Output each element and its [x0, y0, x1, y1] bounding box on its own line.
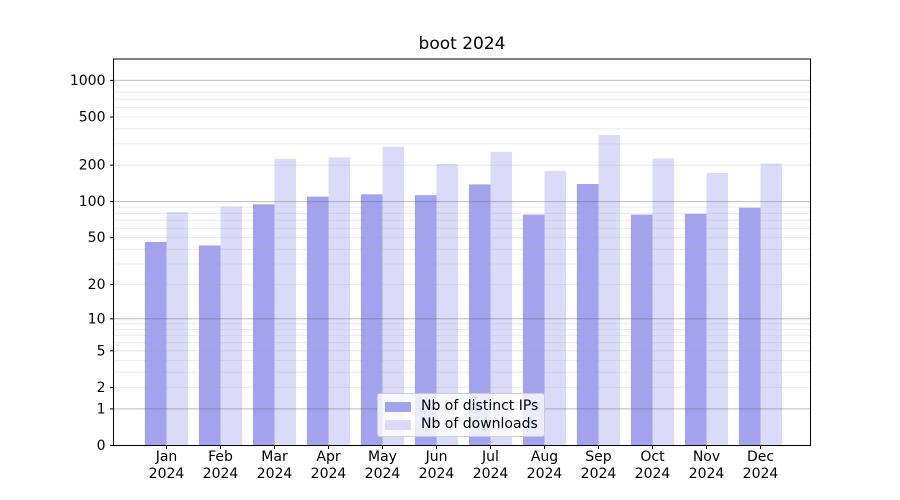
- legend-label-distinct-ips: Nb of distinct IPs: [421, 398, 539, 414]
- x-tick-label-month-jul: Jul: [481, 449, 499, 465]
- bar-distinct-ips-dec: [738, 207, 761, 446]
- x-tick-label-year-dec: 2024: [743, 466, 779, 482]
- bar-downloads-oct: [652, 158, 675, 446]
- legend-item-distinct-ips: Nb of distinct IPs: [385, 398, 539, 414]
- x-tick-label-year-feb: 2024: [203, 466, 239, 482]
- x-tick-label-month-apr: Apr: [316, 449, 340, 465]
- bar-distinct-ips-feb: [198, 245, 221, 446]
- bar-downloads-nov: [706, 172, 729, 446]
- bar-downloads-sep: [598, 135, 621, 446]
- y-tick-label-50: 50: [88, 230, 106, 246]
- x-tick-label-month-dec: Dec: [747, 449, 774, 465]
- x-tick-label-year-sep: 2024: [581, 466, 617, 482]
- y-tick-label-2: 2: [97, 380, 106, 396]
- y-tick-label-20: 20: [88, 277, 106, 293]
- y-tick-label-1000: 1000: [70, 73, 106, 89]
- x-tick-label-month-may: May: [368, 449, 397, 465]
- x-tick-label-month-oct: Oct: [640, 449, 665, 465]
- x-tick-label-month-aug: Aug: [531, 449, 558, 465]
- x-tick-label-month-nov: Nov: [693, 449, 720, 465]
- x-tick-label-year-apr: 2024: [311, 466, 347, 482]
- bar-distinct-ips-jan: [144, 242, 167, 446]
- bar-distinct-ips-jun: [414, 195, 437, 446]
- y-tick-label-10: 10: [88, 311, 106, 327]
- bar-downloads-aug: [544, 170, 567, 446]
- x-tick-label-year-mar: 2024: [257, 466, 293, 482]
- y-tick-label-0: 0: [97, 438, 106, 454]
- bar-downloads-jun: [436, 164, 459, 446]
- legend-label-downloads: Nb of downloads: [421, 416, 538, 432]
- x-tick-label-month-jun: Jun: [425, 449, 448, 465]
- legend-item-downloads: Nb of downloads: [385, 416, 538, 432]
- bar-downloads-dec: [760, 163, 783, 446]
- x-tick-label-year-jul: 2024: [473, 466, 509, 482]
- bar-distinct-ips-aug: [522, 214, 545, 446]
- bar-distinct-ips-nov: [684, 213, 707, 446]
- x-tick-label-year-may: 2024: [365, 466, 401, 482]
- y-tick-label-200: 200: [79, 158, 106, 174]
- x-tick-label-year-nov: 2024: [689, 466, 725, 482]
- bar-downloads-jan: [166, 212, 189, 446]
- plot-border: [113, 58, 811, 446]
- x-tick-label-month-mar: Mar: [261, 449, 288, 465]
- bar-downloads-may: [382, 146, 405, 446]
- legend: Nb of distinct IPs Nb of downloads: [377, 393, 545, 437]
- bar-distinct-ips-oct: [630, 214, 653, 446]
- y-tick-label-5: 5: [97, 343, 106, 359]
- x-tick-label-year-jan: 2024: [149, 466, 185, 482]
- chart-title: boot 2024: [418, 34, 506, 54]
- bar-distinct-ips-sep: [576, 184, 599, 446]
- legend-swatch-distinct-ips: [385, 401, 411, 412]
- y-tick-label-500: 500: [79, 110, 106, 126]
- bar-distinct-ips-may: [360, 194, 383, 446]
- bar-downloads-mar: [274, 158, 297, 446]
- x-tick-label-month-jan: Jan: [155, 449, 178, 465]
- y-tick-label-100: 100: [79, 194, 106, 210]
- bar-downloads-apr: [328, 157, 351, 446]
- bar-distinct-ips-mar: [252, 204, 275, 446]
- x-tick-label-year-aug: 2024: [527, 466, 563, 482]
- bar-distinct-ips-apr: [306, 196, 329, 446]
- bar-downloads-feb: [220, 206, 243, 446]
- legend-swatch-downloads: [385, 419, 411, 430]
- bar-distinct-ips-jul: [468, 184, 491, 446]
- x-tick-label-month-sep: Sep: [585, 449, 612, 465]
- x-tick-label-month-feb: Feb: [208, 449, 233, 465]
- x-tick-label-year-oct: 2024: [635, 466, 671, 482]
- x-tick-label-year-jun: 2024: [419, 466, 455, 482]
- bar-downloads-jul: [490, 151, 513, 446]
- y-tick-label-1: 1: [97, 401, 106, 417]
